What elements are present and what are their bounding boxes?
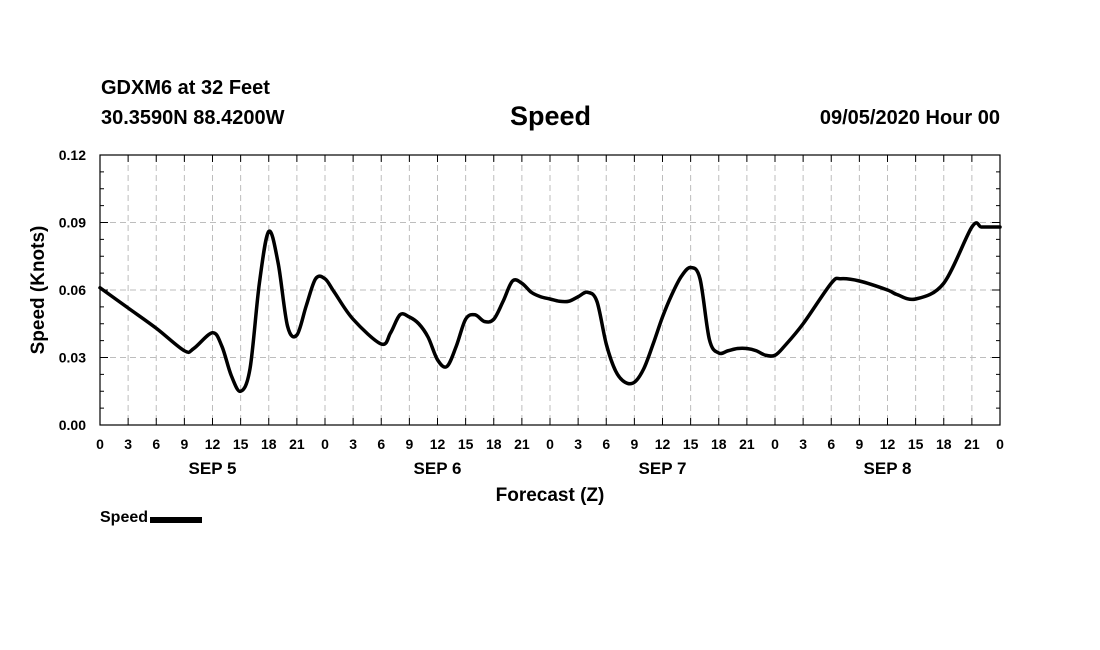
- station-label: GDXM6 at 32 Feet: [101, 77, 270, 99]
- x-tick-label: 0: [96, 436, 104, 452]
- x-tick-label: 9: [630, 436, 638, 452]
- x-tick-label: 18: [936, 436, 952, 452]
- x-tick-label: 21: [514, 436, 530, 452]
- x-tick-label: 0: [546, 436, 554, 452]
- y-tick-label: 0.09: [59, 215, 86, 231]
- x-tick-label: 3: [574, 436, 582, 452]
- x-tick-label: 0: [996, 436, 1004, 452]
- x-axis-title: Forecast (Z): [496, 485, 605, 506]
- day-label: SEP 7: [639, 459, 687, 478]
- x-tick-label: 21: [739, 436, 755, 452]
- forecast-datetime: 09/05/2020 Hour 00: [819, 107, 1000, 129]
- x-tick-label: 6: [827, 436, 835, 452]
- x-tick-label: 12: [430, 436, 446, 452]
- x-tick-label: 0: [771, 436, 779, 452]
- chart-title: Speed: [510, 101, 592, 131]
- legend: Speed: [100, 509, 203, 527]
- y-tick-label: 0.06: [59, 282, 86, 298]
- y-tick-label: 0.03: [59, 350, 86, 366]
- x-tick-label: 3: [124, 436, 132, 452]
- day-label: SEP 6: [414, 459, 462, 478]
- x-tick-label: 18: [261, 436, 277, 452]
- x-tick-label: 21: [964, 436, 980, 452]
- x-tick-label: 6: [602, 436, 610, 452]
- day-label: SEP 5: [189, 459, 237, 478]
- x-tick-label: 12: [655, 436, 671, 452]
- plot-frame: [99, 154, 1001, 426]
- x-tick-label: 18: [711, 436, 727, 452]
- x-tick-label: 15: [683, 436, 699, 452]
- legend-label: Speed: [100, 509, 149, 526]
- x-tick-label: 9: [180, 436, 188, 452]
- y-axis-title: Speed (Knots): [28, 226, 49, 355]
- x-tick-label: 12: [205, 436, 221, 452]
- x-tick-label: 18: [486, 436, 502, 452]
- x-tick-label: 6: [152, 436, 160, 452]
- speed-series-line: [98, 221, 1002, 394]
- x-tick-label: 3: [349, 436, 357, 452]
- x-tick-label: 3: [799, 436, 807, 452]
- x-tick-label: 9: [855, 436, 863, 452]
- x-tick-label: 6: [377, 436, 385, 452]
- x-tick-label: 0: [321, 436, 329, 452]
- day-label: SEP 8: [864, 459, 912, 478]
- legend-line-swatch: [150, 516, 203, 523]
- x-tick-label: 21: [289, 436, 305, 452]
- x-tick-label: 9: [405, 436, 413, 452]
- x-tick-label: 15: [908, 436, 924, 452]
- x-tick-label: 15: [233, 436, 249, 452]
- coordinates-label: 30.3590N 88.4200W: [101, 107, 285, 129]
- x-tick-label: 12: [880, 436, 896, 452]
- y-tick-label: 0.12: [59, 147, 86, 163]
- x-tick-label: 15: [458, 436, 474, 452]
- y-tick-label: 0.00: [59, 417, 86, 433]
